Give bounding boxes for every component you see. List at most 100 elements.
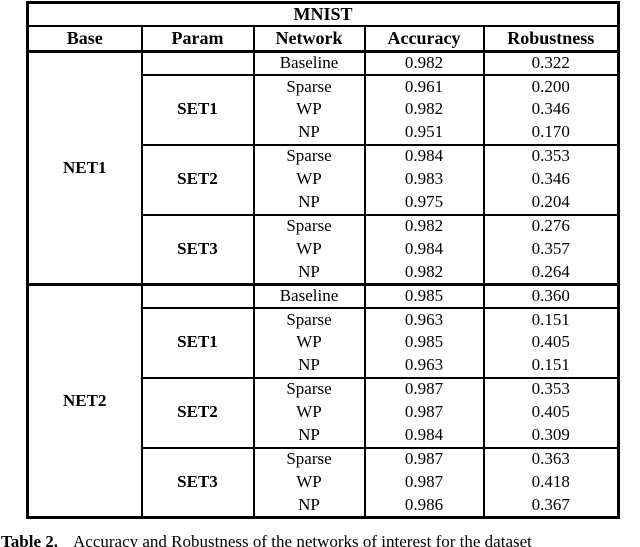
robustness-cell: 0.405 [482, 331, 620, 355]
col-header-accuracy: Accuracy [363, 26, 485, 53]
robustness-cell: 0.200 [482, 73, 620, 99]
accuracy-cell: 0.982 [363, 261, 485, 285]
robustness-cell: 0.357 [482, 237, 620, 262]
param-cell-net2-set3: SET3 [140, 446, 255, 518]
table-row: NP 0.986 0.367 [28, 494, 620, 518]
param-cell-net2-set2: SET2 [140, 376, 255, 448]
robustness-cell: 0.405 [482, 400, 620, 425]
accuracy-cell: 0.984 [363, 143, 485, 168]
table-row-net2-baseline: NET2 Baseline 0.985 0.360 [26, 282, 620, 518]
accuracy-cell: 0.983 [363, 167, 485, 192]
robustness-cell: 0.360 [482, 282, 620, 308]
accuracy-cell: 0.987 [363, 400, 485, 425]
network-cell: Sparse [252, 143, 366, 168]
accuracy-cell: 0.985 [363, 331, 485, 355]
network-cell: WP [252, 331, 366, 355]
network-cell: Baseline [252, 51, 366, 75]
network-cell: NP [252, 191, 366, 215]
caption-label: Table 2. [1, 533, 59, 547]
network-cell: WP [252, 400, 366, 425]
accuracy-cell: 0.951 [363, 121, 485, 145]
table-row: WP 0.985 0.405 [28, 331, 620, 355]
accuracy-cell: 0.984 [363, 237, 485, 262]
accuracy-cell: 0.987 [363, 446, 485, 471]
robustness-cell: 0.264 [482, 261, 620, 285]
accuracy-cell: 0.987 [363, 470, 485, 495]
table-title: MNIST [26, 2, 620, 27]
table-row: NP 0.951 0.170 [28, 121, 620, 145]
network-cell: Sparse [252, 213, 366, 238]
network-cell: NP [252, 494, 366, 518]
robustness-cell: 0.204 [482, 191, 620, 215]
table-row: NP 0.982 0.264 [28, 261, 620, 285]
param-empty-cell [140, 282, 255, 308]
table-row: SET3 Sparse 0.987 0.363 [28, 446, 620, 518]
network-cell: WP [252, 470, 366, 495]
col-header-network: Network [252, 26, 366, 53]
col-header-base: Base [26, 26, 143, 53]
network-cell: NP [252, 354, 366, 378]
robustness-cell: 0.353 [482, 143, 620, 168]
caption-text: Accuracy and Robustness of the networks … [73, 533, 532, 547]
table-row: WP 0.982 0.346 [28, 98, 620, 122]
accuracy-cell: 0.982 [363, 98, 485, 122]
network-cell: Sparse [252, 376, 366, 401]
table-row: SET3 Sparse 0.982 0.276 [28, 213, 620, 285]
accuracy-cell: 0.975 [363, 191, 485, 215]
robustness-cell: 0.418 [482, 470, 620, 495]
accuracy-cell: 0.963 [363, 306, 485, 332]
table-row: SET1 Sparse 0.963 0.151 [28, 306, 620, 378]
table-row-net1-baseline: NET1 Baseline 0.982 0.322 [26, 51, 620, 285]
table-caption: Table 2. Accuracy and Robustness of the n… [1, 533, 640, 547]
network-cell: Sparse [252, 73, 366, 99]
param-cell-net1-set1: SET1 [140, 73, 255, 145]
robustness-cell: 0.151 [482, 354, 620, 378]
network-cell: WP [252, 237, 366, 262]
network-cell: Baseline [252, 282, 366, 308]
robustness-cell: 0.346 [482, 98, 620, 122]
network-cell: WP [252, 167, 366, 192]
network-cell: NP [252, 121, 366, 145]
network-cell: Sparse [252, 446, 366, 471]
table-row: SET1 Sparse 0.961 0.200 [28, 73, 620, 145]
network-cell: Sparse [252, 306, 366, 332]
table-row: NP 0.984 0.309 [28, 424, 620, 448]
param-cell-net1-set3: SET3 [140, 213, 255, 285]
robustness-cell: 0.363 [482, 446, 620, 471]
accuracy-cell: 0.982 [363, 51, 485, 75]
network-cell: WP [252, 98, 366, 122]
robustness-cell: 0.322 [482, 51, 620, 75]
param-cell-net1-set2: SET2 [140, 143, 255, 215]
accuracy-cell: 0.982 [363, 213, 485, 238]
accuracy-cell: 0.984 [363, 424, 485, 448]
table-row: SET2 Sparse 0.984 0.353 [28, 143, 620, 215]
robustness-cell: 0.170 [482, 121, 620, 145]
accuracy-cell: 0.961 [363, 73, 485, 99]
table-row: WP 0.987 0.418 [28, 470, 620, 495]
table-row: NP 0.975 0.204 [28, 191, 620, 215]
robustness-cell: 0.276 [482, 213, 620, 238]
robustness-cell: 0.151 [482, 306, 620, 332]
table-row: NP 0.963 0.151 [28, 354, 620, 378]
accuracy-cell: 0.986 [363, 494, 485, 518]
network-cell: NP [252, 424, 366, 448]
table-header-row: Base Param Network Accuracy Robustness [26, 26, 620, 53]
col-header-param: Param [140, 26, 255, 53]
robustness-cell: 0.309 [482, 424, 620, 448]
table-row: WP 0.984 0.357 [28, 237, 620, 262]
robustness-cell: 0.346 [482, 167, 620, 192]
base-cell-net2: NET2 [26, 282, 143, 518]
table-row: SET2 Sparse 0.987 0.353 [28, 376, 620, 448]
accuracy-cell: 0.963 [363, 354, 485, 378]
results-table: MNIST Base Param Network Accuracy Robust… [26, 1, 621, 519]
table-title-row: MNIST [26, 2, 620, 27]
param-cell-net2-set1: SET1 [140, 306, 255, 378]
table-row: WP 0.987 0.405 [28, 400, 620, 425]
col-header-robustness: Robustness [482, 26, 620, 53]
network-cell: NP [252, 261, 366, 285]
accuracy-cell: 0.985 [363, 282, 485, 308]
accuracy-cell: 0.987 [363, 376, 485, 401]
robustness-cell: 0.353 [482, 376, 620, 401]
table-row: WP 0.983 0.346 [28, 167, 620, 192]
